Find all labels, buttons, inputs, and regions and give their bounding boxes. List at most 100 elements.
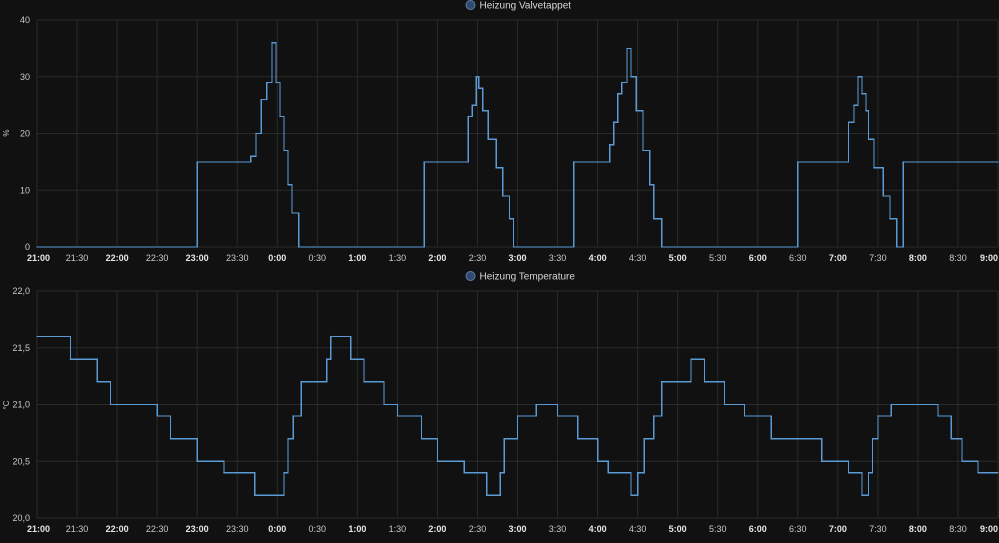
x-tick-label: 1:00 xyxy=(348,524,366,534)
data-point xyxy=(617,93,619,95)
data-point xyxy=(508,218,511,220)
x-tick-label: 4:00 xyxy=(589,253,607,263)
data-point xyxy=(653,415,655,417)
data-point xyxy=(423,161,425,163)
data-point xyxy=(396,415,398,417)
data-point xyxy=(861,93,863,95)
x-tick-label: 2:30 xyxy=(469,524,487,534)
data-point xyxy=(516,415,519,417)
data-point xyxy=(895,246,898,248)
data-point xyxy=(109,403,112,406)
data-point xyxy=(96,381,98,383)
x-tick-label: 8:30 xyxy=(949,524,967,534)
data-point xyxy=(69,358,71,360)
data-point xyxy=(911,403,914,406)
x-tick-label: 22:30 xyxy=(146,524,169,534)
x-tick-label: 0:00 xyxy=(268,253,286,263)
data-point xyxy=(495,166,497,169)
data-point xyxy=(556,415,559,417)
data-point xyxy=(630,494,632,496)
x-tick-label: 1:00 xyxy=(348,253,366,263)
data-point xyxy=(882,195,884,197)
x-tick-label: 21:00 xyxy=(27,253,50,263)
y-tick-label: 10 xyxy=(20,185,30,195)
data-point xyxy=(865,110,867,112)
temperature-chart: 20,0 20,5 21,0 21,5 22,0 21:00 21:30 22:00 22:30… xyxy=(2,271,999,534)
legend-label: Heizung Temperature xyxy=(480,272,576,283)
x-tick-label: 21:30 xyxy=(66,253,89,263)
data-point xyxy=(797,161,799,163)
data-point xyxy=(867,472,870,474)
data-point xyxy=(653,218,655,220)
data-point xyxy=(467,115,469,118)
x-tick-label: 8:30 xyxy=(949,253,967,263)
data-point xyxy=(997,161,999,163)
x-tick-label: 3:00 xyxy=(508,253,526,263)
x-tick-label: 23:00 xyxy=(186,524,209,534)
x-tick-label: 5:00 xyxy=(669,524,687,534)
y-tick-label: 20 xyxy=(20,129,30,139)
data-point xyxy=(576,437,579,440)
data-point xyxy=(463,472,465,474)
data-point xyxy=(487,138,489,140)
x-tick-label: 7:00 xyxy=(829,253,847,263)
x-tick-label: 0:30 xyxy=(309,524,327,534)
data-point xyxy=(873,166,875,169)
x-tick-label: 21:30 xyxy=(66,524,89,534)
x-tick-label: 0:30 xyxy=(309,253,327,263)
data-point xyxy=(889,218,891,220)
data-point xyxy=(770,437,772,440)
data-point xyxy=(291,212,293,214)
y-tick-label: 20,5 xyxy=(12,456,30,466)
data-point xyxy=(572,161,575,163)
x-tick-label: 4:30 xyxy=(629,253,647,263)
x-tick-label: 9:00 xyxy=(980,524,998,534)
x-tick-label: 3:30 xyxy=(549,524,567,534)
data-point xyxy=(839,460,842,462)
x-tick-label: 7:00 xyxy=(829,524,847,534)
data-point xyxy=(867,138,870,140)
x-tick-label: 23:00 xyxy=(186,253,209,263)
data-point xyxy=(519,246,521,248)
data-point xyxy=(350,358,352,360)
data-point xyxy=(265,81,268,84)
data-point xyxy=(937,415,939,417)
data-point xyxy=(621,81,623,84)
y-tick-label: 21,0 xyxy=(12,400,30,410)
data-point xyxy=(300,381,302,383)
data-point xyxy=(950,437,952,440)
data-point xyxy=(626,47,628,49)
data-point xyxy=(743,415,746,417)
legend-marker xyxy=(465,0,476,10)
y-tick-label: 30 xyxy=(20,72,30,82)
data-point xyxy=(223,472,225,474)
data-point xyxy=(649,183,651,186)
data-point xyxy=(486,494,488,496)
data-point xyxy=(475,76,477,78)
y-tick-label: 20,0 xyxy=(12,513,30,523)
data-point xyxy=(690,358,692,360)
data-point xyxy=(857,76,859,78)
data-point xyxy=(287,437,289,440)
data-point xyxy=(249,155,252,157)
x-tick-label: 3:00 xyxy=(508,524,526,534)
data-point xyxy=(607,472,609,474)
data-point xyxy=(596,460,599,462)
x-tick-label: 6:30 xyxy=(789,253,807,263)
y-tick-label: 0 xyxy=(25,242,30,252)
x-tick-label: 22:30 xyxy=(146,253,169,263)
data-point xyxy=(643,437,645,440)
data-point xyxy=(482,110,484,112)
data-point xyxy=(703,381,705,383)
data-point xyxy=(535,403,537,406)
data-point xyxy=(292,415,294,417)
data-point xyxy=(478,87,480,89)
data-point xyxy=(287,183,289,186)
x-tick-label: 5:30 xyxy=(709,524,727,534)
x-tick-label: 2:30 xyxy=(469,253,487,263)
x-tick-label: 5:30 xyxy=(709,253,727,263)
data-point xyxy=(271,42,273,44)
y-tick-label: 22,0 xyxy=(12,286,30,296)
data-point xyxy=(420,437,422,440)
